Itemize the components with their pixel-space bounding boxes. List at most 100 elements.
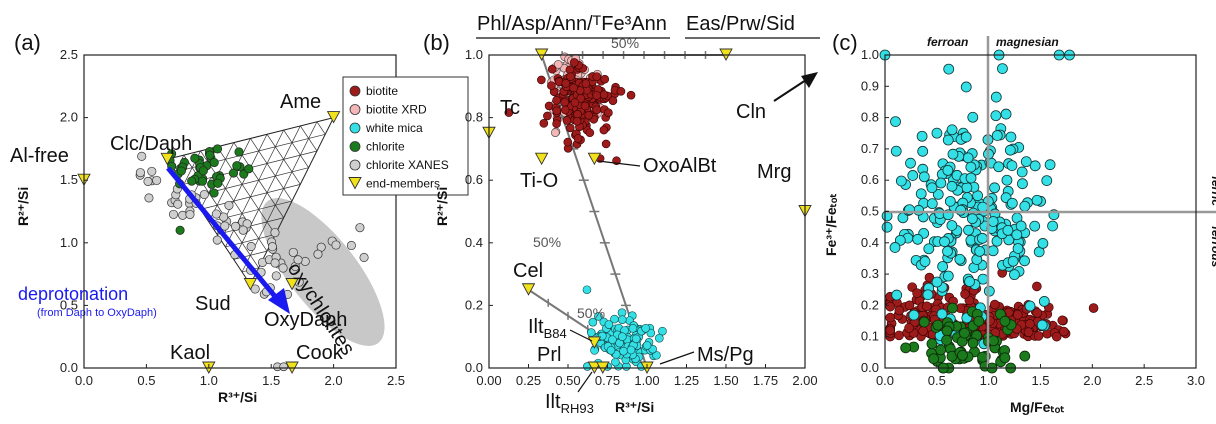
panel-a-xlabel: R³⁺/Si bbox=[218, 389, 257, 405]
panel-c-ticks: 0.0 0.5 1.0 1.5 2.0 2.5 3.0 0.0 0.1 0.2 0.3 0.4 0.5 0… bbox=[861, 47, 1205, 388]
point-white-mica bbox=[976, 232, 988, 244]
ternary-grid-line bbox=[233, 125, 301, 260]
point-white-mica bbox=[598, 331, 607, 341]
ternary-grid-line bbox=[316, 121, 326, 135]
point-biotite bbox=[570, 58, 579, 67]
point-chlorite-xanes bbox=[199, 189, 209, 200]
x-tick-label: 2.0 bbox=[325, 373, 343, 388]
point-white-mica bbox=[960, 131, 972, 143]
point-white-mica bbox=[1012, 243, 1024, 254]
point-chlorite-xanes bbox=[288, 247, 298, 257]
point-white-mica bbox=[931, 276, 943, 288]
point-white-mica bbox=[943, 63, 955, 75]
point-chlorite-xanes bbox=[230, 221, 241, 231]
point-biotite bbox=[592, 72, 602, 81]
point-white-mica bbox=[963, 224, 974, 236]
point-chlorite-xanes bbox=[346, 240, 356, 251]
point-white-mica bbox=[946, 124, 958, 136]
point-white-mica bbox=[946, 220, 958, 231]
point-chlorite bbox=[232, 161, 242, 171]
point-chlorite bbox=[928, 353, 939, 365]
point-white-mica bbox=[594, 312, 603, 321]
point-biotite bbox=[599, 125, 609, 135]
point-biotite bbox=[600, 74, 610, 84]
point-white-mica bbox=[926, 198, 938, 210]
y-tick-label: 1.5 bbox=[60, 172, 78, 187]
point-biotite bbox=[1088, 303, 1099, 313]
point-biotite bbox=[1023, 327, 1034, 337]
x-tick-label: 3.0 bbox=[1187, 373, 1205, 388]
point-white-mica bbox=[641, 323, 650, 333]
point-white-mica bbox=[961, 182, 973, 194]
y-tick-label: 0.9 bbox=[861, 78, 879, 93]
point-chlorite-xanes bbox=[331, 240, 341, 250]
ternary-grid-line bbox=[216, 146, 276, 235]
legend-label: end-members bbox=[366, 177, 440, 191]
point-biotite bbox=[626, 90, 636, 100]
panel-a-ticks: 0.0 0.5 1.0 1.5 2.0 2.5 0.0 0.5 1.0 1.5 2.0 2.5 bbox=[60, 47, 405, 388]
point-white-mica bbox=[1044, 159, 1056, 171]
point-white-mica bbox=[891, 289, 903, 301]
point-biotite bbox=[565, 123, 575, 133]
y-tick-label: 0.0 bbox=[861, 360, 879, 375]
point-biotite bbox=[504, 108, 514, 117]
point-white-mica bbox=[947, 148, 959, 160]
point-biotite bbox=[573, 134, 583, 143]
point-white-mica bbox=[937, 261, 949, 272]
point-white-mica bbox=[962, 152, 974, 164]
point-white-mica bbox=[1007, 255, 1019, 267]
point-white-mica bbox=[931, 127, 943, 139]
point-white-mica bbox=[618, 332, 627, 341]
panel-b-label: (b) bbox=[423, 30, 450, 55]
point-chlorite bbox=[947, 302, 958, 314]
point-white-mica bbox=[582, 285, 592, 295]
label-ferric: ferric bbox=[1209, 176, 1216, 206]
point-white-mica bbox=[997, 63, 1008, 75]
panel-c-label: (c) bbox=[832, 30, 858, 55]
point-white-mica bbox=[954, 253, 966, 265]
point-white-mica bbox=[1017, 178, 1028, 190]
legend-label: white mica bbox=[365, 121, 423, 135]
point-biotite bbox=[912, 288, 922, 298]
legend-marker-biotite bbox=[349, 85, 361, 97]
legend: biotite biotite XRD white mica chlorite chlo… bbox=[342, 76, 469, 196]
point-white-mica bbox=[987, 245, 999, 257]
y-tick-label: 0.1 bbox=[861, 329, 879, 344]
legend-label: chlorite bbox=[366, 140, 405, 154]
x-tick-label: 2.00 bbox=[792, 373, 817, 388]
point-white-mica bbox=[912, 233, 924, 245]
ilt-b84-pointer bbox=[569, 329, 593, 342]
point-white-mica bbox=[926, 182, 938, 194]
x-tick-label: 0.0 bbox=[876, 373, 894, 388]
point-biotite bbox=[552, 119, 561, 129]
point-chlorite bbox=[926, 338, 938, 350]
y-tick-label: 0.8 bbox=[861, 110, 879, 125]
legend-box bbox=[342, 76, 469, 196]
point-white-mica bbox=[944, 195, 956, 207]
point-biotite bbox=[894, 330, 904, 341]
point-white-mica bbox=[967, 111, 979, 123]
point-biotite bbox=[561, 79, 571, 88]
point-white-mica bbox=[915, 188, 927, 200]
x-tick-label: 1.00 bbox=[634, 373, 659, 388]
panel-a: (a) deprotonation (from Daph to OxyDaph)… bbox=[10, 30, 469, 405]
y-tick-label: 1.0 bbox=[60, 235, 78, 250]
point-chlorite-xanes bbox=[313, 249, 323, 259]
point-biotite bbox=[1033, 331, 1044, 341]
panel-a-label: (a) bbox=[14, 30, 41, 55]
label-prl: Prl bbox=[537, 344, 561, 366]
point-chlorite bbox=[197, 176, 207, 186]
panel-b-ylabel: R²⁺/Si bbox=[434, 187, 450, 226]
point-chlorite-xanes bbox=[185, 209, 195, 220]
label-mrg: Mrg bbox=[757, 161, 791, 183]
point-white-mica bbox=[1038, 296, 1050, 307]
point-chlorite bbox=[212, 144, 223, 154]
x-tick-label: 0.50 bbox=[555, 373, 580, 388]
point-chlorite-xanes bbox=[144, 193, 154, 203]
label-cln: Cln bbox=[736, 101, 766, 123]
point-white-mica bbox=[1002, 224, 1014, 236]
x-tick-label: 1.0 bbox=[200, 373, 218, 388]
point-biotite bbox=[608, 96, 618, 105]
point-biotite bbox=[904, 300, 915, 311]
point-biotite bbox=[604, 108, 613, 117]
